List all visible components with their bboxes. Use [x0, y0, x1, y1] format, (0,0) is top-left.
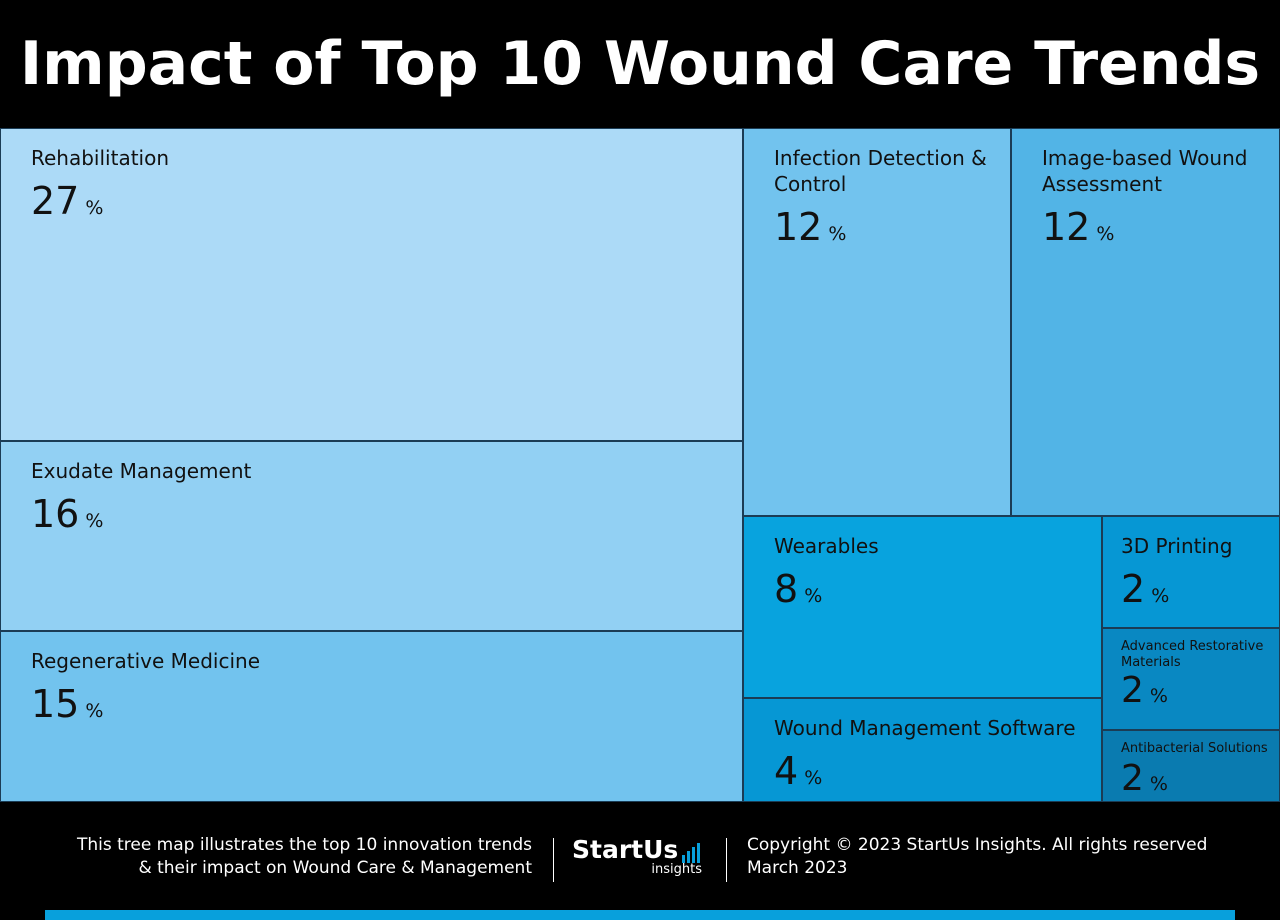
treemap-tile: Rehabilitation 27% — [0, 128, 743, 441]
footer-divider-right — [726, 838, 727, 882]
tile-value-unit: % — [804, 767, 823, 789]
footer-description-line1: This tree map illustrates the top 10 inn… — [76, 835, 532, 855]
tile-value: 16% — [31, 494, 103, 541]
footer-description: This tree map illustrates the top 10 inn… — [77, 834, 532, 880]
tile-label: 3D Printing — [1121, 534, 1233, 558]
tile-value-number: 4 — [774, 749, 799, 793]
tile-value: 2% — [1121, 671, 1168, 716]
footer: This tree map illustrates the top 10 inn… — [0, 802, 1280, 920]
tile-value-number: 12 — [1042, 205, 1091, 249]
tile-value: 8% — [774, 569, 822, 616]
treemap-chart: Rehabilitation 27% Exudate Management 16% Re… — [0, 128, 1280, 802]
tile-value-number: 15 — [31, 682, 80, 726]
treemap-tile: 3D Printing 2% — [1102, 516, 1280, 628]
tile-value-unit: % — [1151, 585, 1170, 607]
startus-logo: StartUs insights — [572, 837, 708, 877]
tile-label: Wound Management Software — [774, 716, 1076, 740]
bar-chart-icon — [682, 837, 702, 863]
tile-value: 2% — [1121, 759, 1168, 804]
tile-value-unit: % — [85, 510, 104, 532]
tile-label: Image-based Wound Assessment — [1042, 146, 1248, 196]
tile-label: Wearables — [774, 534, 879, 558]
accent-bar — [45, 910, 1235, 920]
tile-value-number: 2 — [1121, 670, 1144, 711]
footer-copyright-block: Copyright © 2023 StartUs Insights. All r… — [747, 834, 1207, 880]
tile-label: Advanced Restorative Materials — [1121, 639, 1264, 670]
tile-value: 2% — [1121, 569, 1169, 616]
tile-value: 12% — [1042, 207, 1114, 254]
tile-value-unit: % — [85, 197, 104, 219]
footer-divider-left — [553, 838, 554, 882]
tile-value-number: 12 — [774, 205, 823, 249]
treemap-tile: Wearables 8% — [743, 516, 1102, 698]
tile-value-unit: % — [1149, 685, 1168, 707]
tile-value-unit: % — [1096, 223, 1115, 245]
tile-label: Antibacterial Solutions — [1121, 741, 1268, 756]
tile-value-unit: % — [1149, 773, 1168, 795]
tile-label: Exudate Management — [31, 459, 252, 483]
tile-value: 15% — [31, 684, 103, 731]
tile-label: Infection Detection & Control — [774, 146, 987, 196]
tile-value-unit: % — [85, 700, 104, 722]
treemap-tile: Wound Management Software 4% — [743, 698, 1102, 802]
treemap-tile: Infection Detection & Control 12% — [743, 128, 1011, 516]
tile-value-number: 2 — [1121, 567, 1146, 611]
treemap-tile: Regenerative Medicine 15% — [0, 631, 743, 802]
page-title: Impact of Top 10 Wound Care Trends — [19, 29, 1261, 99]
logo-sub-text: insights — [651, 862, 702, 877]
treemap-tile: Advanced Restorative Materials 2% — [1102, 628, 1280, 730]
footer-description-line2: & their impact on Wound Care & Managemen… — [138, 858, 532, 878]
tile-value: 4% — [774, 751, 822, 798]
tile-value: 27% — [31, 181, 103, 228]
tile-label: Regenerative Medicine — [31, 649, 261, 673]
footer-date: March 2023 — [747, 858, 848, 878]
logo-main-text: StartUs — [572, 835, 679, 864]
tile-value-number: 8 — [774, 567, 799, 611]
treemap-tile: Image-based Wound Assessment 12% — [1011, 128, 1280, 516]
footer-copyright: Copyright © 2023 StartUs Insights. All r… — [747, 835, 1208, 855]
tile-label: Rehabilitation — [31, 146, 170, 170]
tile-value-number: 27 — [31, 179, 80, 223]
tile-value-unit: % — [828, 223, 847, 245]
tile-value-number: 16 — [31, 492, 80, 536]
treemap-tile: Exudate Management 16% — [0, 441, 743, 631]
treemap-tile: Antibacterial Solutions 2% — [1102, 730, 1280, 802]
tile-value-number: 2 — [1121, 758, 1144, 799]
tile-value: 12% — [774, 207, 846, 254]
tile-value-unit: % — [804, 585, 823, 607]
